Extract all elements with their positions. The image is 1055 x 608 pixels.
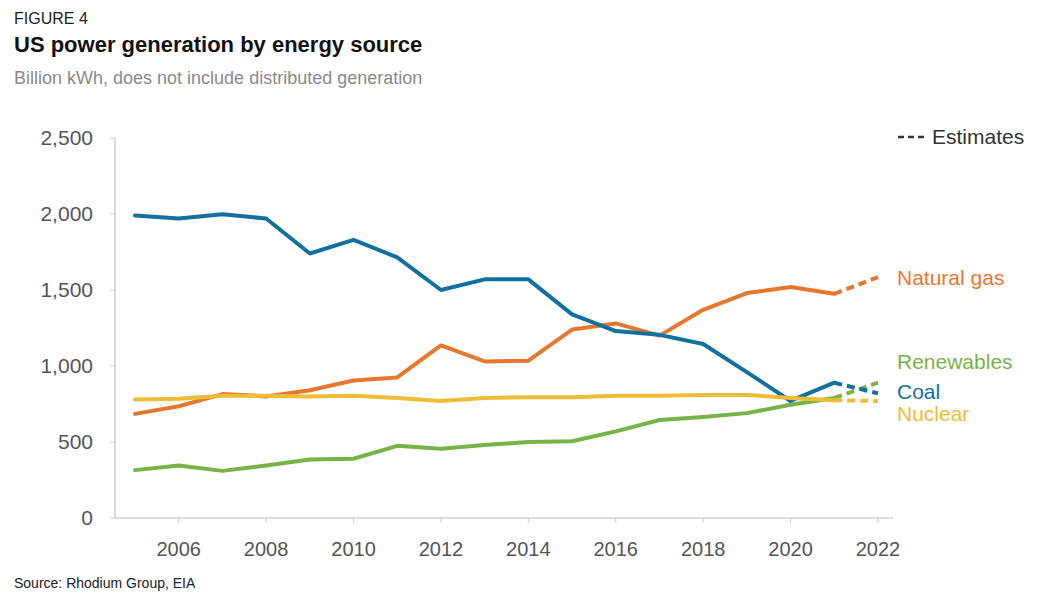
x-tick-label: 2006 — [156, 538, 201, 560]
y-tick — [110, 442, 115, 443]
subtitle: Billion kWh, does not include distribute… — [14, 68, 422, 88]
series-label: Coal — [897, 380, 940, 403]
y-tick — [110, 290, 115, 291]
series-label: Renewables — [897, 350, 1013, 373]
y-tick — [110, 214, 115, 215]
y-tick — [110, 518, 115, 519]
y-tick-label: 500 — [58, 430, 93, 453]
title: US power generation by energy source — [14, 32, 422, 57]
series-line — [135, 398, 834, 471]
x-axis — [115, 517, 893, 519]
y-tick-label: 0 — [81, 506, 93, 529]
x-tick — [178, 518, 179, 523]
chart: FIGURE 4 US power generation by energy so… — [0, 0, 1055, 608]
x-tick-label: 2014 — [506, 538, 551, 560]
x-tick-label: 2016 — [594, 538, 639, 560]
y-tick-label: 2,500 — [40, 126, 93, 149]
series-line-estimate — [834, 277, 878, 294]
y-tick-label: 1,000 — [40, 354, 93, 377]
x-tick — [528, 518, 529, 523]
x-tick-label: 2022 — [856, 538, 901, 560]
legend-label: Estimates — [932, 125, 1024, 148]
x-tick — [878, 518, 879, 523]
x-tick-label: 2008 — [244, 538, 289, 560]
series-line — [135, 395, 834, 401]
series-line — [135, 214, 834, 401]
series-label: Natural gas — [897, 266, 1004, 289]
y-tick-label: 1,500 — [40, 278, 93, 301]
series-group — [135, 214, 878, 471]
series-line — [135, 287, 834, 414]
figure-label: FIGURE 4 — [14, 10, 88, 27]
series-line-estimate — [834, 398, 878, 403]
y-tick — [110, 366, 115, 367]
series-line-estimate — [834, 383, 878, 394]
x-tick-label: 2018 — [681, 538, 726, 560]
x-tick — [790, 518, 791, 523]
x-tick-label: 2010 — [331, 538, 376, 560]
y-axis — [114, 138, 116, 518]
legend-dash — [898, 136, 925, 139]
series-label: Nuclear — [897, 402, 969, 425]
y-tick-label: 2,000 — [40, 202, 93, 225]
y-tick — [110, 138, 115, 139]
x-tick — [440, 518, 441, 523]
x-tick — [615, 518, 616, 523]
x-tick-label: 2012 — [419, 538, 464, 560]
series-line-estimate — [834, 383, 878, 398]
x-tick — [266, 518, 267, 523]
x-tick — [703, 518, 704, 523]
source: Source: Rhodium Group, EIA — [14, 575, 196, 591]
x-tick — [353, 518, 354, 523]
x-tick-label: 2020 — [768, 538, 813, 560]
